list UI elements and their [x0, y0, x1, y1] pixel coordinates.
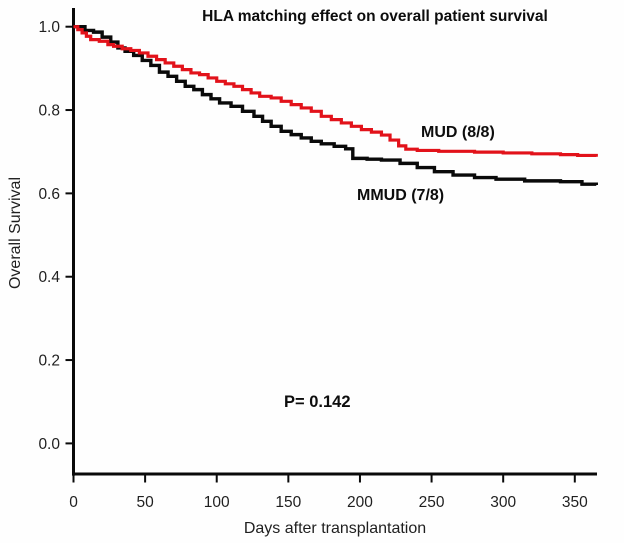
x-tick-label: 50	[136, 494, 154, 511]
x-tick-label: 200	[347, 494, 373, 511]
y-tick-label: 0.8	[38, 103, 60, 120]
x-tick-label: 350	[562, 494, 588, 511]
x-tick-label: 100	[204, 494, 230, 511]
mud-curve	[73, 25, 598, 158]
chart-title: HLA matching effect on overall patient s…	[202, 8, 548, 25]
y-tick-label: 0.4	[38, 269, 60, 286]
x-tick-label: 250	[419, 494, 445, 511]
x-tick-label: 0	[69, 494, 78, 511]
y-tick-label: 0.0	[38, 436, 60, 453]
y-axis-title: Overall Survival	[7, 176, 24, 290]
mmud-series-label: MMUD (7/8)	[357, 187, 445, 204]
y-tick-label: 1.0	[38, 19, 60, 36]
mmud-curve	[73, 25, 598, 186]
y-tick-label: 0.2	[38, 353, 60, 370]
mud-series-label: MUD (8/8)	[421, 124, 495, 141]
x-axis-title: Days after transplantation	[243, 520, 427, 537]
p-value-annotation: P= 0.142	[284, 393, 351, 411]
x-tick-label: 300	[490, 494, 516, 511]
y-tick-label: 0.6	[38, 186, 60, 203]
x-tick-label: 150	[275, 494, 301, 511]
